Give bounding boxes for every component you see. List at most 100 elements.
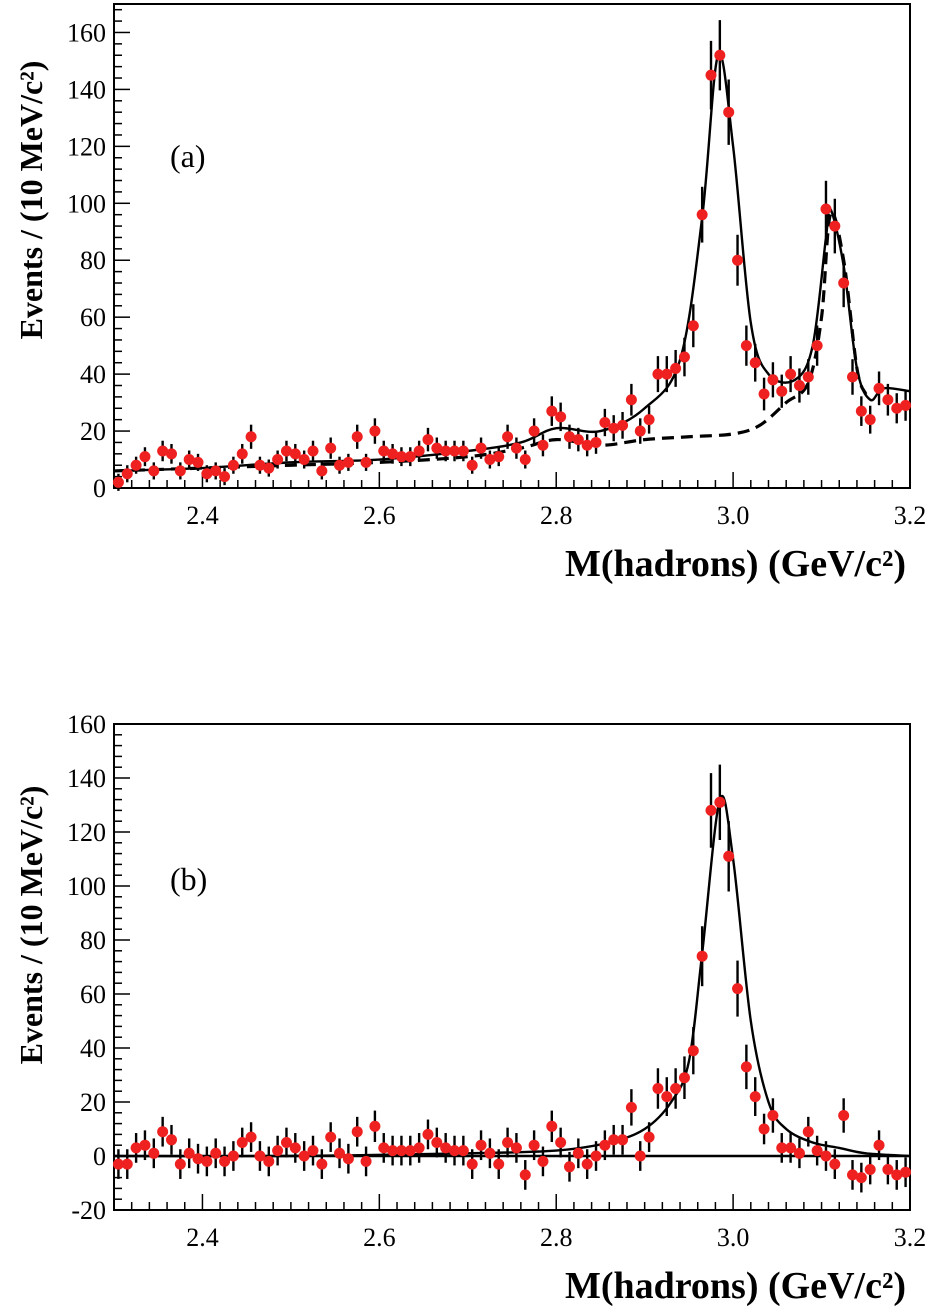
y-tick-label: 140 (67, 764, 106, 793)
x-tick-label: 3.0 (717, 501, 750, 530)
data-point (183, 1147, 195, 1159)
data-point (749, 357, 761, 369)
data-point (723, 850, 735, 862)
data-point (519, 454, 531, 466)
data-point (678, 1072, 690, 1084)
data-point (537, 1155, 549, 1167)
data-point (183, 454, 195, 466)
data-point (758, 388, 770, 400)
data-point (502, 431, 514, 443)
data-point (740, 1061, 752, 1073)
data-point (236, 448, 248, 460)
data-point (165, 1134, 177, 1146)
data-point (440, 1142, 452, 1154)
data-point (572, 1147, 584, 1159)
data-point (192, 456, 204, 468)
data-point (219, 1155, 231, 1167)
data-point (272, 1145, 284, 1157)
data-point (510, 442, 522, 454)
data-point (696, 209, 708, 221)
data-point (404, 1145, 416, 1157)
x-tick-label: 3.0 (717, 1223, 750, 1252)
data-point (121, 468, 133, 480)
x-tick-label: 2.4 (186, 501, 219, 530)
total-fit-curve-a-0 (113, 52, 911, 473)
data-layer-a: 2.4 2.6 2.8 3.0 3.2 0 20 40 60 80 100 120 140 160 (67, 8, 926, 530)
data-point (227, 1150, 239, 1162)
data-point (740, 340, 752, 352)
data-point (404, 451, 416, 463)
data-point (484, 454, 496, 466)
y-tick-label: 120 (67, 132, 106, 161)
y-tick-label: 100 (67, 189, 106, 218)
data-point (263, 1155, 275, 1167)
y-tick-label: 160 (67, 710, 106, 739)
data-point (192, 1153, 204, 1165)
data-point (563, 1161, 575, 1173)
data-point (493, 1158, 505, 1170)
data-point (882, 394, 894, 406)
data-point (342, 456, 354, 468)
data-point (581, 439, 593, 451)
data-point (546, 1120, 558, 1132)
data-point (855, 405, 867, 417)
data-point (130, 459, 142, 471)
data-point (572, 434, 584, 446)
data-point (811, 1145, 823, 1157)
y-tick-label: 20 (80, 1088, 106, 1117)
chart-panel-b: Events / (10 MeV/c²) M(hadrons) (GeV/c²)… (13, 710, 926, 1307)
data-point (174, 465, 186, 477)
data-point (855, 1172, 867, 1184)
data-point (457, 1145, 469, 1157)
data-point (643, 1131, 655, 1143)
x-tick-label: 2.8 (540, 1223, 573, 1252)
data-point (528, 1139, 540, 1151)
data-point (793, 380, 805, 392)
y-tick-label: 40 (80, 1034, 106, 1063)
data-point (838, 277, 850, 289)
x-tick-label: 2.6 (363, 501, 396, 530)
data-point (422, 434, 434, 446)
data-point (139, 1139, 151, 1151)
data-point (537, 439, 549, 451)
data-point (227, 459, 239, 471)
data-point (661, 1091, 673, 1103)
data-point (236, 1137, 248, 1148)
data-point (864, 1164, 876, 1175)
data-point (811, 340, 823, 352)
data-point (608, 1134, 620, 1146)
data-point (334, 1147, 346, 1159)
data-point (714, 49, 726, 61)
data-point (201, 468, 213, 480)
data-point (325, 1131, 337, 1143)
data-point (112, 1158, 124, 1170)
data-point (307, 1145, 319, 1157)
data-point (130, 1142, 142, 1154)
data-point (484, 1147, 496, 1159)
data-point (351, 1126, 363, 1138)
data-point (705, 69, 717, 81)
data-point (670, 362, 682, 374)
data-point (723, 106, 735, 118)
y-tick-label: 0 (93, 474, 106, 503)
data-point (625, 1101, 637, 1113)
data-point (829, 1158, 841, 1170)
data-point (360, 456, 372, 468)
y-axis-label-b: Events / (10 MeV/c²) (13, 786, 49, 1065)
x-axis-label-b: M(hadrons) (GeV/c²) (565, 1265, 906, 1307)
data-point (395, 1145, 407, 1157)
data-point (298, 454, 310, 466)
data-point (687, 320, 699, 332)
data-point (395, 451, 407, 463)
data-point (440, 445, 452, 457)
data-point (670, 1083, 682, 1094)
data-point (900, 1166, 912, 1178)
y-tick-label: 0 (93, 1142, 106, 1171)
x-tick-label: 2.6 (363, 1223, 396, 1252)
data-point (210, 1147, 222, 1159)
data-point (307, 445, 319, 457)
data-point (785, 1142, 797, 1154)
data-point (219, 471, 231, 483)
data-point (413, 445, 425, 457)
y-tick-label: -20 (71, 1196, 106, 1225)
